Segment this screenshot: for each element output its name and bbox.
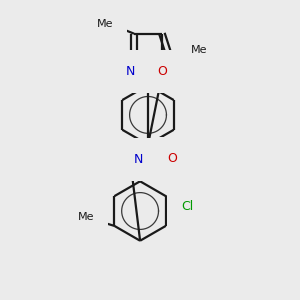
Text: N: N [134, 153, 143, 166]
Text: O: O [167, 152, 177, 165]
Text: Me: Me [78, 212, 95, 222]
Text: O: O [157, 65, 167, 78]
Text: N: N [125, 65, 135, 78]
Text: Cl: Cl [182, 200, 194, 213]
Text: H: H [122, 154, 130, 164]
Text: Me: Me [97, 19, 114, 29]
Text: O: O [161, 65, 171, 78]
Text: Me: Me [191, 45, 208, 55]
